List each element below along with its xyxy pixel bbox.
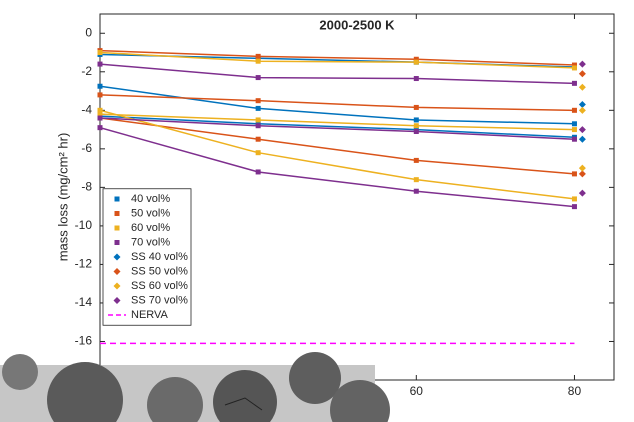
data-point: [256, 137, 261, 142]
legend-label: SS 40 vol%: [131, 251, 188, 263]
data-point: [572, 81, 577, 86]
legend-label: SS 50 vol%: [131, 265, 188, 277]
y-tick-label: -2: [81, 64, 92, 78]
data-point: [256, 106, 261, 111]
legend-label: SS 70 vol%: [131, 294, 188, 306]
data-point: [98, 108, 103, 113]
data-point: [572, 65, 577, 70]
legend-swatch: [115, 197, 120, 202]
y-axis-label: mass loss (mg/cm² hr): [55, 133, 70, 262]
legend-label: 70 vol%: [131, 236, 170, 248]
data-point: [572, 171, 577, 176]
data-point: [414, 158, 419, 163]
y-tick-label: 0: [85, 25, 92, 39]
legend-label: 50 vol%: [131, 207, 170, 219]
y-tick-label: -8: [81, 180, 92, 194]
data-point: [256, 117, 261, 122]
data-point: [414, 177, 419, 182]
data-point: [98, 92, 103, 97]
data-point: [256, 123, 261, 128]
data-point: [256, 54, 261, 59]
y-tick-label: -6: [81, 141, 92, 155]
chart: 2000-2500 K mass loss (mg/cm² hr) 0 -2 -4 -…: [0, 0, 634, 422]
legend-label: NERVA: [131, 309, 169, 321]
data-point: [256, 169, 261, 174]
data-point: [572, 108, 577, 113]
y-tick-label: -16: [75, 334, 93, 348]
data-point: [414, 189, 419, 194]
data-point: [414, 117, 419, 122]
data-point: [98, 50, 103, 55]
data-point: [256, 98, 261, 103]
x-tick-label: 80: [568, 384, 582, 398]
legend: 40 vol% 50 vol% 60 vol% 70 vol% SS 40 vol% SS…: [103, 189, 191, 326]
chart-title: 2000-2500 K: [319, 17, 395, 32]
data-point: [414, 76, 419, 81]
data-point: [572, 137, 577, 142]
legend-label: 40 vol%: [131, 193, 170, 205]
legend-label: 60 vol%: [131, 222, 170, 234]
data-point: [414, 60, 419, 65]
data-point: [98, 84, 103, 89]
data-point: [414, 105, 419, 110]
data-point: [98, 62, 103, 67]
data-point: [572, 196, 577, 201]
data-point: [98, 116, 103, 121]
data-point: [572, 121, 577, 126]
data-point: [414, 129, 419, 134]
data-point: [414, 123, 419, 128]
y-tick-label: -14: [75, 295, 93, 309]
data-point: [256, 59, 261, 64]
data-point: [256, 75, 261, 80]
legend-swatch: [115, 211, 120, 216]
legend-swatch: [115, 226, 120, 231]
y-tick-label: -12: [75, 257, 93, 271]
data-point: [256, 150, 261, 155]
legend-label: SS 60 vol%: [131, 280, 188, 292]
legend-swatch: [115, 240, 120, 245]
y-tick-label: -10: [75, 218, 93, 232]
data-point: [572, 127, 577, 132]
data-point: [572, 204, 577, 209]
y-tick-label: -4: [81, 102, 92, 116]
x-tick-label: 60: [410, 384, 424, 398]
data-point: [98, 125, 103, 130]
